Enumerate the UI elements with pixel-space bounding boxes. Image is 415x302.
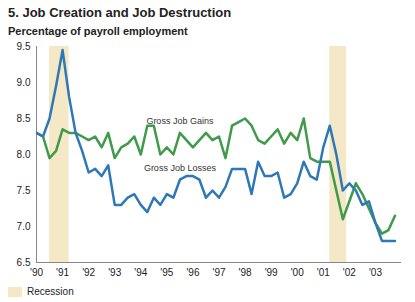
svg-text:'01: '01 [317,267,330,278]
svg-text:'03: '03 [369,267,382,278]
html-text:5. Job Creation and Job Destru: 5. Job Creation and Job Destruction [8,5,232,20]
html-text:Recession: Recession [27,286,74,297]
svg-text:'91: '91 [56,267,69,278]
svg-text:7.0: 7.0 [17,221,31,232]
svg-text:'95: '95 [160,267,173,278]
svg-text:'98: '98 [239,267,252,278]
svg-text:9.5: 9.5 [17,41,31,52]
svg-text:7.5: 7.5 [17,185,31,196]
svg-text:'93: '93 [108,267,121,278]
svg-text:Gross Job Gains: Gross Job Gains [146,116,214,126]
svg-text:8.5: 8.5 [17,113,31,124]
svg-text:9.0: 9.0 [17,77,31,88]
svg-text:6.5: 6.5 [17,257,31,268]
svg-text:'02: '02 [343,267,356,278]
html-text:Percentage of payroll employme: Percentage of payroll employment [8,25,188,37]
svg-text:'92: '92 [82,267,95,278]
svg-text:'96: '96 [186,267,199,278]
svg-text:'97: '97 [212,267,225,278]
svg-text:'94: '94 [134,267,147,278]
svg-text:8.0: 8.0 [17,149,31,160]
svg-text:'99: '99 [265,267,278,278]
svg-text:Gross Job Losses: Gross Job Losses [144,163,217,173]
svg-text:'90: '90 [30,267,43,278]
svg-text:'00: '00 [291,267,304,278]
